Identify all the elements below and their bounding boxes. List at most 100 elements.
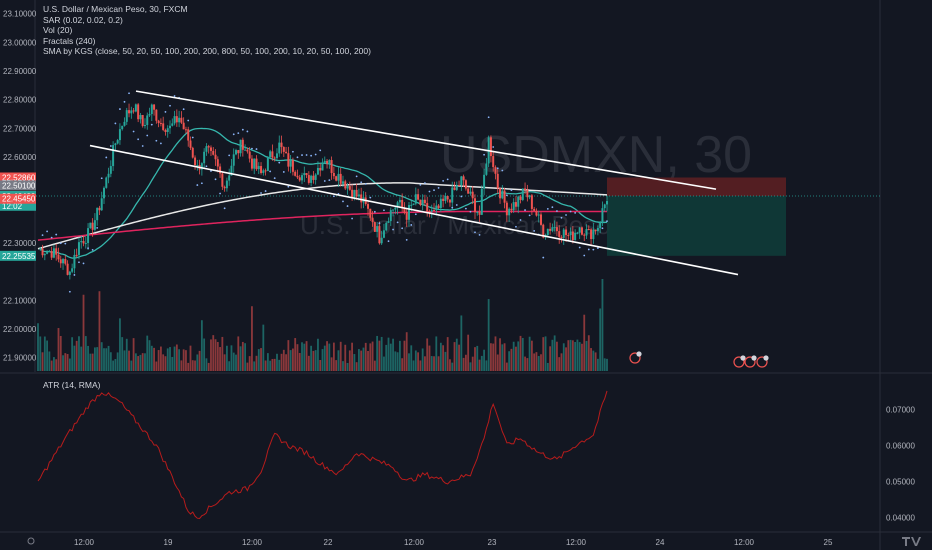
channel-lower-line: [89, 144, 739, 276]
candle-body: [285, 151, 288, 154]
volume-bar: [305, 341, 308, 371]
sar-dot: [200, 182, 203, 185]
sar-dot: [351, 217, 353, 220]
candle-body: [332, 172, 335, 177]
candle-body: [376, 226, 379, 232]
candle-body: [255, 158, 258, 170]
sar-dot: [451, 206, 454, 209]
volume-bar: [596, 358, 599, 371]
candle-body: [212, 150, 215, 155]
sar-dot: [292, 150, 294, 153]
candle-body: [321, 162, 324, 171]
volume-bar: [437, 356, 440, 371]
volume-bar: [289, 350, 292, 371]
volume-bar: [210, 339, 212, 371]
legend-sar[interactable]: SAR (0.02, 0.02, 0.2): [43, 14, 123, 25]
candle-body: [203, 151, 206, 164]
volume-bar: [241, 341, 244, 371]
sar-dot: [446, 178, 449, 181]
candle-body: [287, 153, 290, 167]
candle-body: [84, 243, 87, 245]
candle-body: [485, 163, 488, 175]
sar-dot: [287, 185, 290, 188]
volume-bar: [94, 347, 96, 371]
candle-body: [585, 229, 588, 236]
sar-dot: [109, 145, 112, 147]
volume-bar: [474, 347, 476, 371]
sar-dot: [82, 262, 85, 265]
volume-bar: [282, 349, 285, 371]
volume-bar: [57, 328, 60, 371]
candle-body: [46, 251, 49, 254]
volume-bar: [82, 294, 85, 371]
candle-body: [225, 180, 228, 189]
candle-body: [467, 188, 470, 194]
atr-legend[interactable]: ATR (14, RMA): [43, 380, 101, 390]
volume-bar: [141, 353, 144, 371]
sar-dot: [55, 233, 58, 236]
volume-bar: [537, 356, 540, 371]
volume-bar: [137, 356, 140, 371]
candle-body: [451, 187, 454, 203]
candle-body: [121, 125, 124, 130]
sar-dot: [587, 248, 590, 251]
candle-body: [378, 226, 381, 244]
volume-bar: [207, 362, 210, 371]
sar-dot: [251, 147, 253, 150]
volume-bar: [146, 335, 149, 371]
volume-bar: [355, 362, 358, 371]
sar-dot: [137, 138, 140, 141]
volume-bar: [128, 350, 130, 371]
candle-body: [439, 198, 442, 208]
legend-vol[interactable]: Vol (20): [43, 25, 73, 35]
volume-bar: [219, 347, 221, 371]
tradingview-logo-icon[interactable]: [900, 534, 922, 548]
candle-body: [71, 268, 74, 272]
volume-bar: [123, 350, 126, 371]
candle-body: [207, 146, 210, 148]
sar-dot: [64, 242, 67, 245]
volume-bar: [273, 358, 276, 371]
legend-fractals[interactable]: Fractals (240): [43, 35, 96, 46]
price-tick-label: 22.70000: [3, 124, 37, 133]
volume-bar: [371, 341, 374, 371]
candle-body: [150, 104, 153, 115]
candle-body: [241, 139, 244, 150]
volume-bar: [178, 349, 181, 371]
volume-bar: [462, 357, 465, 371]
candle-body: [175, 116, 178, 123]
volume-bar: [376, 335, 379, 371]
atr-tick-label: 0.07000: [886, 405, 915, 414]
sar-dot: [569, 210, 572, 213]
volume-bar: [540, 354, 542, 371]
volume-bar: [574, 341, 577, 371]
candle-body: [382, 230, 385, 238]
legend-sma[interactable]: SMA by KGS (close, 50, 20, 50, 100, 200,…: [43, 46, 371, 56]
candle-body: [328, 160, 331, 164]
candle-body: [521, 188, 524, 200]
price-label-box: [0, 193, 36, 204]
legend-title[interactable]: U.S. Dollar / Mexican Peso, 30, FXCM: [43, 4, 188, 14]
volume-bar: [150, 345, 153, 371]
sar-dot: [141, 145, 144, 147]
candle-body: [510, 208, 513, 211]
volume-bar: [533, 353, 536, 371]
sar-dot: [360, 181, 363, 184]
volume-bar: [435, 336, 438, 371]
volume-bar: [378, 340, 381, 371]
sar-dot: [369, 196, 372, 199]
volume-bar: [421, 348, 424, 371]
candle-body: [542, 224, 545, 238]
sar-dot: [424, 182, 426, 184]
candle-body: [353, 189, 356, 199]
time-tick-label: 12:00: [734, 538, 755, 547]
candle-body: [414, 194, 417, 204]
candle-body: [594, 229, 597, 232]
volume-bar: [84, 336, 87, 371]
candle-body: [583, 234, 586, 236]
volume-bar: [332, 342, 335, 371]
candle-body: [118, 129, 121, 141]
price-label-box: [0, 200, 36, 211]
candle-body: [214, 154, 217, 160]
